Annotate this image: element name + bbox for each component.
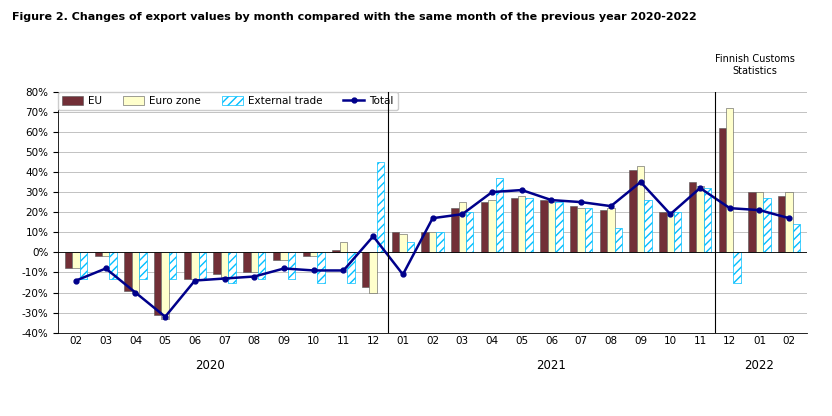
Bar	[451, 208, 458, 253]
Bar	[95, 253, 102, 256]
Bar	[80, 253, 87, 279]
Bar	[288, 253, 295, 279]
Bar	[221, 253, 228, 277]
Bar	[392, 232, 399, 253]
Bar	[555, 202, 562, 253]
Bar	[607, 208, 615, 253]
Text: 2020: 2020	[195, 359, 225, 372]
Bar	[793, 224, 800, 253]
Bar	[719, 128, 726, 253]
Bar	[644, 200, 651, 253]
Bar	[726, 108, 734, 253]
Bar	[666, 212, 674, 253]
Bar	[778, 196, 785, 253]
Legend: EU, Euro zone, External trade, Total: EU, Euro zone, External trade, Total	[58, 92, 398, 110]
Bar	[540, 200, 547, 253]
Bar	[734, 253, 741, 282]
Bar	[600, 210, 607, 253]
Bar	[154, 253, 161, 314]
Bar	[755, 192, 763, 253]
Text: Figure 2. Changes of export values by month compared with the same month of the : Figure 2. Changes of export values by mo…	[12, 12, 697, 22]
Bar	[347, 253, 354, 282]
Text: 2022: 2022	[745, 359, 775, 372]
Bar	[258, 253, 265, 279]
Bar	[637, 166, 644, 253]
Bar	[763, 198, 770, 253]
Bar	[696, 186, 704, 253]
Bar	[570, 206, 577, 253]
Bar	[518, 196, 526, 253]
Bar	[318, 253, 325, 282]
Bar	[748, 192, 755, 253]
Bar	[169, 253, 176, 279]
Bar	[615, 228, 622, 253]
Bar	[131, 253, 139, 292]
Bar	[659, 212, 666, 253]
Bar	[124, 253, 131, 290]
Bar	[110, 253, 117, 279]
Bar	[511, 198, 518, 253]
Bar	[481, 202, 488, 253]
Bar	[585, 208, 592, 253]
Bar	[228, 253, 235, 282]
Bar	[458, 202, 466, 253]
Bar	[303, 253, 310, 256]
Bar	[407, 242, 414, 253]
Bar	[377, 162, 384, 253]
Bar	[577, 208, 585, 253]
Bar	[674, 212, 681, 253]
Bar	[102, 253, 110, 256]
Bar	[689, 182, 696, 253]
Bar	[250, 253, 258, 272]
Bar	[466, 212, 473, 253]
Bar	[161, 253, 169, 319]
Bar	[436, 232, 443, 253]
Bar	[191, 253, 199, 279]
Bar	[139, 253, 146, 279]
Bar	[280, 253, 288, 260]
Bar	[526, 198, 533, 253]
Bar	[362, 253, 369, 287]
Bar	[630, 170, 637, 253]
Bar	[785, 192, 793, 253]
Bar	[72, 253, 80, 268]
Bar	[214, 253, 221, 275]
Bar	[488, 200, 496, 253]
Text: 2021: 2021	[537, 359, 567, 372]
Bar	[65, 253, 72, 268]
Bar	[273, 253, 280, 260]
Bar	[332, 250, 339, 253]
Bar	[369, 253, 377, 292]
Bar	[429, 232, 436, 253]
Bar	[243, 253, 250, 272]
Bar	[399, 234, 407, 253]
Bar	[496, 178, 503, 253]
Bar	[422, 232, 429, 253]
Text: Finnish Customs
Statistics: Finnish Customs Statistics	[715, 54, 795, 76]
Bar	[339, 242, 347, 253]
Bar	[547, 202, 555, 253]
Bar	[199, 253, 206, 279]
Bar	[704, 188, 711, 253]
Bar	[184, 253, 191, 279]
Bar	[310, 253, 318, 256]
